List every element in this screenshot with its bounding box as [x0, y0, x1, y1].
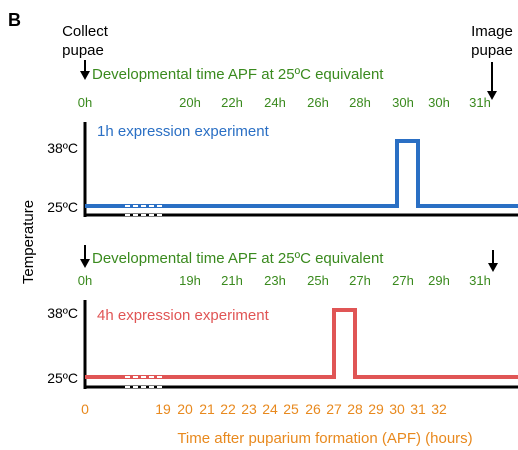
temp-low-label-1: 25ºC: [47, 199, 78, 215]
dev-tick-2-6: 27h: [392, 273, 414, 288]
image-label-line1: Image: [471, 23, 513, 40]
x-tick-21: 21: [199, 401, 215, 417]
y-axis-title: Temperature: [20, 200, 37, 284]
temperature-trace-2: [85, 308, 518, 379]
panel2-left-arrow-head: [80, 259, 90, 268]
dev-tick-1-3: 24h: [264, 95, 286, 110]
dev-tick-1-7: 30h: [428, 95, 450, 110]
dev-tick-2-4: 25h: [307, 273, 329, 288]
experiment-label-2: 4h expression experiment: [97, 307, 270, 324]
x-tick-30: 30: [389, 401, 405, 417]
x-tick-27: 27: [326, 401, 342, 417]
dev-tick-2-0: 0h: [78, 273, 92, 288]
dev-tick-1-0: 0h: [78, 95, 92, 110]
x-tick-22: 22: [220, 401, 236, 417]
x-tick-25: 25: [283, 401, 299, 417]
dev-tick-2-8: 31h: [469, 273, 491, 288]
dev-tick-1-2: 22h: [221, 95, 243, 110]
temperature-trace-1: [85, 139, 518, 208]
experiment-label-1: 1h expression experiment: [97, 123, 270, 140]
panel2-right-arrow-head: [488, 263, 498, 272]
temp-low-label-2: 25ºC: [47, 370, 78, 386]
dev-tick-2-5: 27h: [349, 273, 371, 288]
dev-tick-1-8: 31h: [469, 95, 491, 110]
diagram-marks: 0h 20h 22h 24h 26h 28h 30h 30h 31h 0h 19h 21h 23h 25h…: [78, 60, 518, 417]
dev-tick-1-4: 26h: [307, 95, 329, 110]
collect-arrow-head: [80, 71, 90, 80]
x-tick-29: 29: [368, 401, 384, 417]
x-tick-19: 19: [155, 401, 171, 417]
x-tick-28: 28: [347, 401, 363, 417]
dev-tick-1-1: 20h: [179, 95, 201, 110]
collect-label-line1: Collect: [62, 23, 109, 40]
x-tick-32: 32: [431, 401, 447, 417]
dev-tick-1-6: 30h: [392, 95, 414, 110]
temp-high-label-2: 38ºC: [47, 305, 78, 321]
dev-tick-1-5: 28h: [349, 95, 371, 110]
x-tick-26: 26: [305, 401, 321, 417]
image-arrow-head: [487, 91, 497, 100]
x-tick-31: 31: [410, 401, 426, 417]
x-tick-20: 20: [177, 401, 193, 417]
dev-time-label-2: Developmental time APF at 25ºC equivalen…: [92, 250, 384, 267]
dev-tick-2-7: 29h: [428, 273, 450, 288]
x-axis-title: Time after puparium formation (APF) (hou…: [177, 430, 472, 447]
dev-tick-2-3: 23h: [264, 273, 286, 288]
x-tick-0: 0: [81, 401, 89, 417]
dev-tick-2-1: 19h: [179, 273, 201, 288]
dev-time-label-1: Developmental time APF at 25ºC equivalen…: [92, 66, 384, 83]
x-tick-24: 24: [262, 401, 278, 417]
dev-tick-2-2: 21h: [221, 273, 243, 288]
collect-label-line2: pupae: [62, 42, 104, 59]
panel-label: B: [8, 10, 21, 30]
x-tick-23: 23: [241, 401, 257, 417]
image-label-line2: pupae: [471, 42, 513, 59]
temp-high-label-1: 38ºC: [47, 140, 78, 156]
